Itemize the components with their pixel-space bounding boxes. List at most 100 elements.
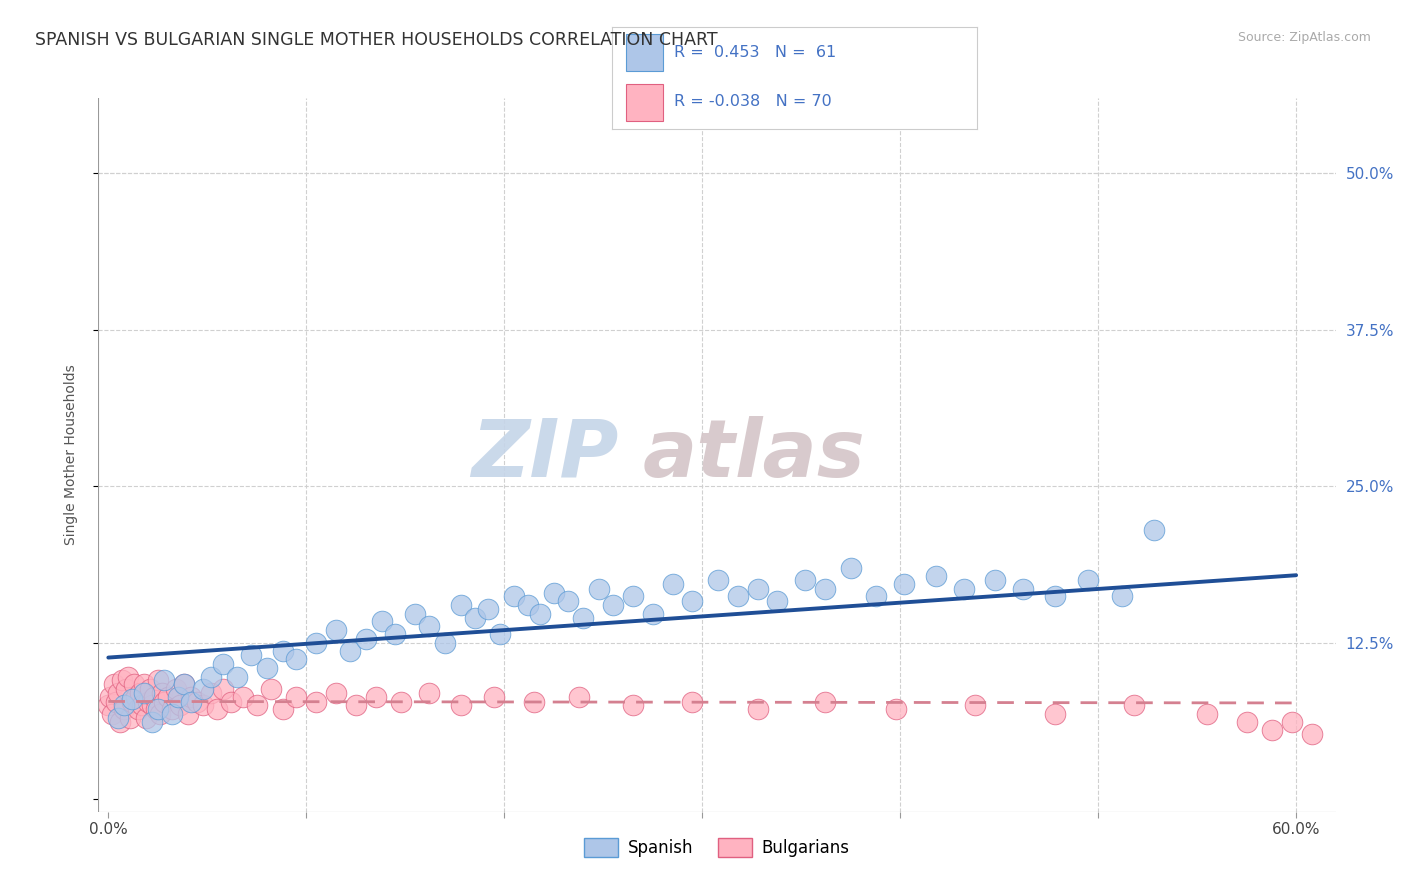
Point: [557, 594, 579, 608]
Point: [568, 690, 591, 704]
Point: [305, 694, 328, 708]
Point: [176, 707, 198, 722]
Point: [1261, 723, 1284, 738]
Point: [477, 602, 499, 616]
Point: [186, 694, 208, 708]
Point: [160, 707, 183, 722]
Point: [141, 714, 163, 729]
Point: [285, 690, 308, 704]
Point: [588, 582, 610, 596]
Point: [246, 698, 269, 713]
Point: [418, 619, 440, 633]
Point: [766, 594, 789, 608]
Point: [193, 681, 215, 696]
Point: [1012, 582, 1035, 596]
Point: [1043, 707, 1066, 722]
Point: [107, 711, 129, 725]
Point: [661, 577, 683, 591]
Point: [256, 661, 278, 675]
Point: [707, 573, 730, 587]
Y-axis label: Single Mother Households: Single Mother Households: [63, 365, 77, 545]
Point: [165, 681, 187, 696]
Point: [814, 582, 837, 596]
Point: [681, 694, 703, 708]
Point: [125, 690, 148, 704]
Point: [523, 694, 546, 708]
Text: R = -0.038   N = 70: R = -0.038 N = 70: [673, 95, 831, 109]
Point: [135, 711, 157, 725]
Point: [1077, 573, 1099, 587]
Point: [965, 698, 987, 713]
Point: [121, 692, 143, 706]
Bar: [626, 34, 662, 70]
Point: [543, 585, 565, 599]
Point: [146, 673, 169, 688]
Point: [1281, 714, 1303, 729]
Point: [132, 686, 155, 700]
Point: [200, 686, 222, 700]
Point: [180, 694, 202, 708]
Point: [180, 690, 202, 704]
Point: [925, 569, 948, 583]
Point: [111, 673, 134, 688]
Point: [1301, 727, 1323, 741]
Point: [200, 669, 222, 683]
Point: [239, 648, 262, 663]
Point: [389, 694, 412, 708]
Point: [150, 686, 173, 700]
Point: [127, 702, 149, 716]
Point: [727, 590, 749, 604]
Point: [156, 690, 179, 704]
Point: [212, 681, 235, 696]
Point: [285, 652, 308, 666]
Point: [142, 690, 165, 704]
Point: [1236, 714, 1258, 729]
Point: [839, 560, 862, 574]
Point: [205, 702, 228, 716]
Point: [503, 590, 526, 604]
Point: [1195, 707, 1218, 722]
Point: [193, 698, 215, 713]
Point: [160, 702, 183, 716]
Point: [131, 698, 153, 713]
Point: [103, 677, 125, 691]
Point: [621, 698, 644, 713]
Text: Source: ZipAtlas.com: Source: ZipAtlas.com: [1237, 31, 1371, 45]
Point: [105, 694, 128, 708]
Point: [117, 669, 139, 683]
Point: [152, 673, 174, 688]
Point: [984, 573, 1007, 587]
Point: [602, 598, 624, 612]
Point: [139, 681, 162, 696]
Point: [641, 607, 664, 621]
Point: [120, 711, 142, 725]
Point: [884, 702, 907, 716]
Point: [97, 698, 120, 713]
Point: [572, 610, 595, 624]
Point: [364, 690, 387, 704]
Point: [517, 598, 540, 612]
Legend: Spanish, Bulgarians: Spanish, Bulgarians: [578, 831, 856, 864]
Point: [129, 686, 152, 700]
Point: [370, 615, 392, 629]
Point: [1142, 523, 1164, 537]
Point: [433, 636, 456, 650]
Point: [681, 594, 703, 608]
Point: [1111, 590, 1133, 604]
Point: [107, 686, 129, 700]
Point: [141, 698, 163, 713]
Point: [344, 698, 367, 713]
Point: [489, 627, 512, 641]
Point: [121, 694, 143, 708]
Point: [271, 702, 294, 716]
Point: [112, 702, 135, 716]
Point: [112, 698, 135, 713]
Point: [418, 686, 440, 700]
Point: [325, 686, 347, 700]
Point: [529, 607, 551, 621]
Point: [136, 694, 159, 708]
Point: [404, 607, 426, 621]
Point: [339, 644, 361, 658]
Point: [152, 694, 174, 708]
Point: [173, 677, 195, 691]
